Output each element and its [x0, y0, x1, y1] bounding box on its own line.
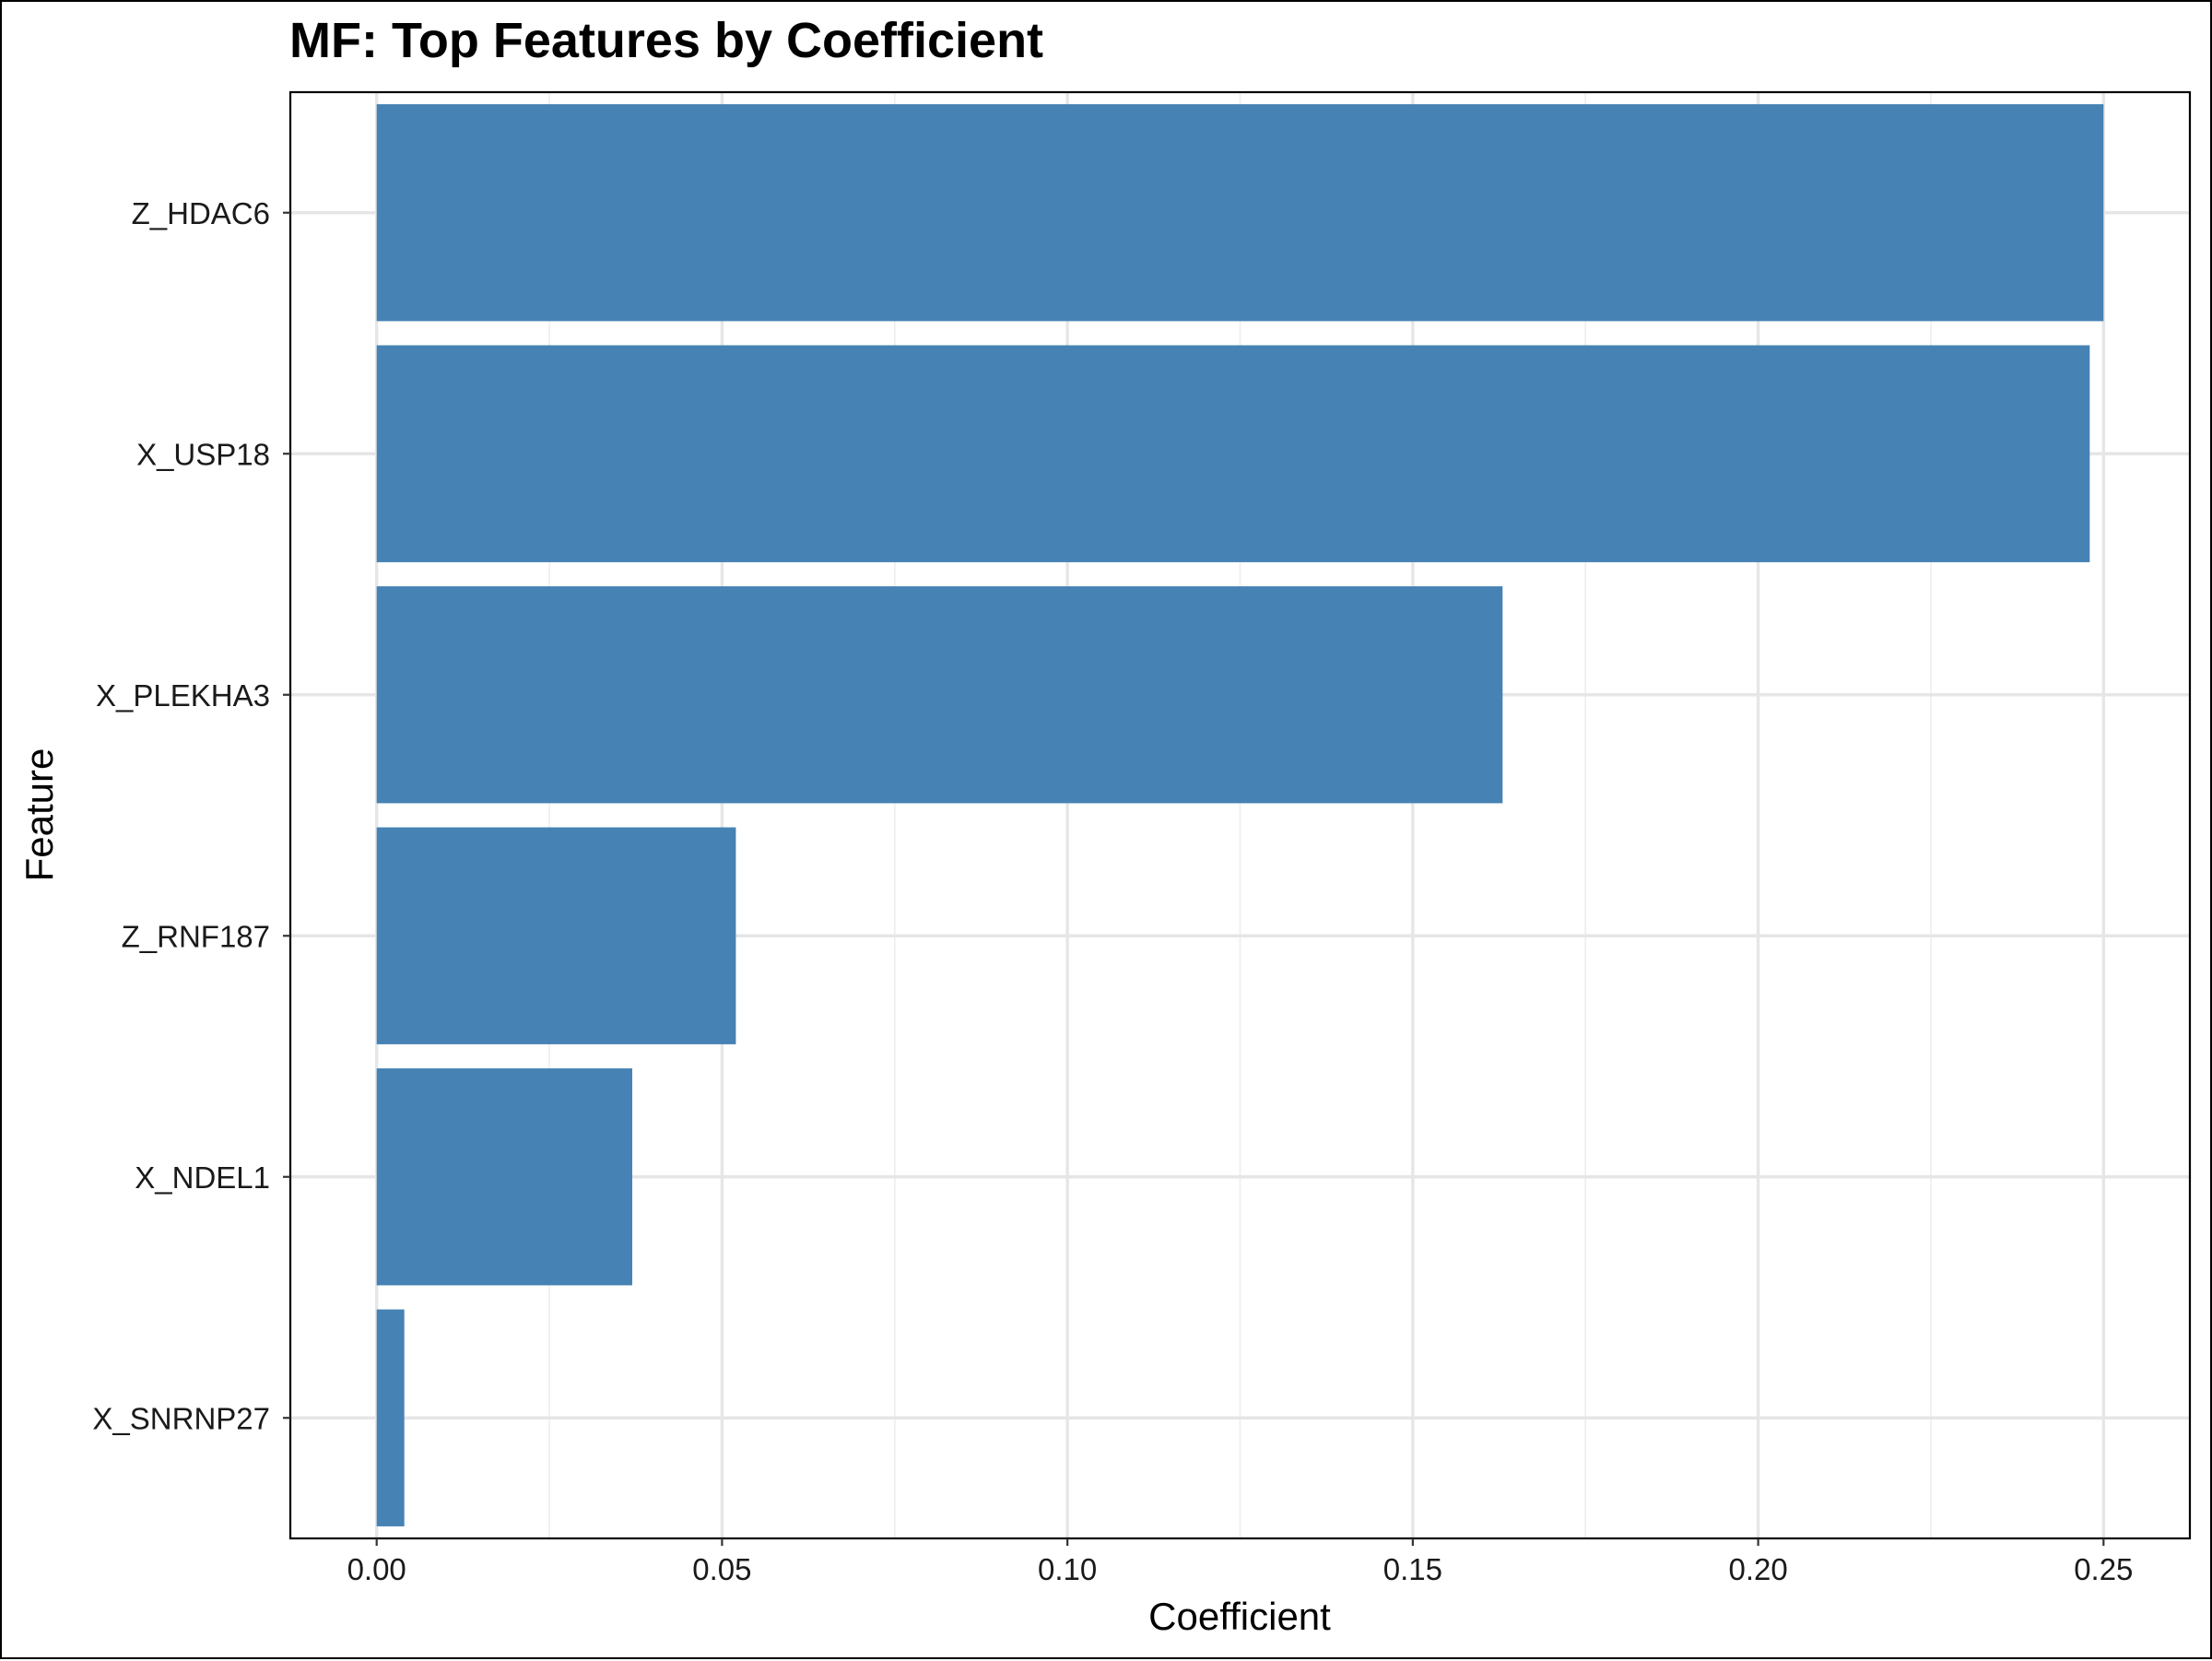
chart-title: MF: Top Features by Coefficient — [289, 13, 1043, 68]
bar-x-ndel1 — [376, 1068, 632, 1286]
y-tick-label: Z_HDAC6 — [132, 196, 270, 230]
x-tick-label: 0.20 — [1728, 1552, 1787, 1586]
x-tick-label: 0.10 — [1038, 1552, 1097, 1586]
y-tick-label: X_SNRNP27 — [92, 1401, 270, 1435]
y-tick-label: X_NDEL1 — [135, 1160, 270, 1195]
bar-x-snrnp27 — [376, 1309, 405, 1526]
x-tick-label: 0.25 — [2074, 1552, 2133, 1586]
y-tick-label: X_USP18 — [136, 437, 270, 471]
x-tick-label: 0.05 — [692, 1552, 751, 1586]
bar-x-plekha3 — [376, 586, 1503, 804]
x-axis-label: Coefficient — [1148, 1595, 1331, 1638]
x-tick-label: 0.15 — [1383, 1552, 1442, 1586]
y-axis-label: Feature — [18, 748, 61, 882]
y-axis-ticks: Z_HDAC6 X_USP18 X_PLEKHA3 Z_RNF187 X_NDEL1 X_… — [92, 196, 290, 1435]
bar-z-rnf187 — [376, 827, 736, 1044]
bar-z-hdac6 — [376, 104, 2104, 322]
y-tick-label: X_PLEKHA3 — [96, 678, 270, 713]
x-tick-label: 0.00 — [347, 1552, 406, 1586]
bar-x-usp18 — [376, 345, 2090, 562]
x-axis-ticks: 0.00 0.05 0.10 0.15 0.20 0.25 — [347, 1538, 2133, 1586]
y-tick-label: Z_RNF187 — [122, 919, 270, 953]
plot-panel-border — [288, 90, 2192, 1540]
bars — [376, 104, 2104, 1526]
